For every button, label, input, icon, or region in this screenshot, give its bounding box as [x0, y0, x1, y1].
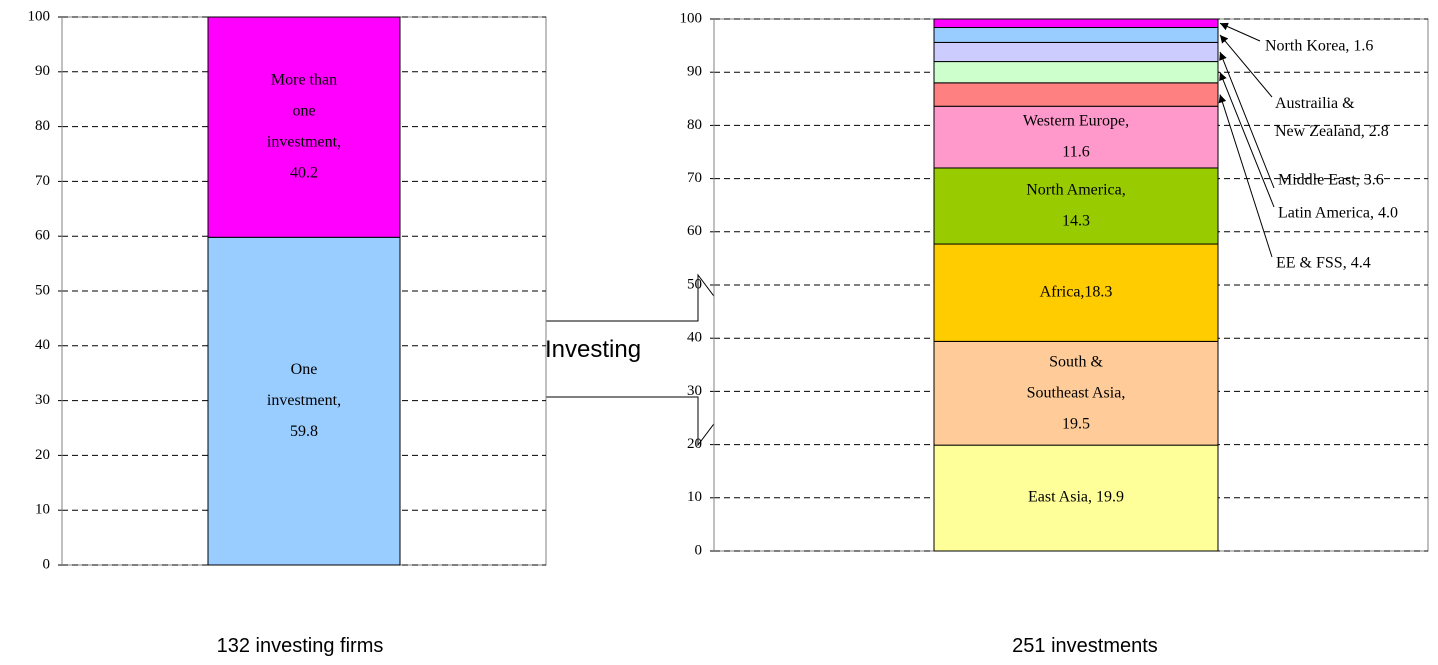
arrow-label: Investing: [545, 336, 641, 363]
data-label: One investment, 59.8: [267, 361, 341, 440]
data-label: More than one investment, 40.2: [267, 71, 341, 181]
y-tick-label: 60: [35, 228, 50, 244]
x-category-label: 251 investments: [1012, 635, 1158, 657]
data-label: Western Europe, 11.6: [1023, 112, 1129, 160]
y-tick-label: 80: [687, 117, 702, 133]
data-label: North Korea, 1.6: [1265, 38, 1373, 55]
label-arrow: [1219, 72, 1275, 208]
y-tick-label: 70: [687, 170, 702, 186]
y-tick-label: 90: [35, 63, 50, 79]
y-tick-label: 60: [687, 223, 702, 239]
y-tick-label: 20: [35, 447, 50, 463]
bar-segment: [933, 18, 1219, 29]
label-arrow: [1218, 94, 1273, 258]
y-tick-label: 0: [695, 542, 703, 558]
bar-segment: [933, 61, 1219, 84]
y-tick-label: 20: [687, 436, 702, 452]
y-tick-label: 10: [35, 502, 50, 518]
y-tick-label: 30: [35, 392, 50, 408]
label-arrow: [1219, 34, 1273, 98]
data-label: EE & FSS, 4.4: [1276, 255, 1371, 272]
data-label: North America, 14.3: [1026, 181, 1126, 229]
bar-segment: [207, 236, 401, 566]
y-tick-label: 40: [35, 337, 50, 353]
data-label: South & Southeast Asia, 19.5: [1027, 353, 1126, 432]
y-tick-label: 30: [687, 383, 702, 399]
data-label: Middle East, 3.6: [1278, 172, 1384, 189]
bar-segment: [933, 82, 1219, 107]
bar-segment: [933, 444, 1219, 552]
y-tick-label: 100: [28, 8, 51, 24]
bar-segment: [933, 340, 1219, 446]
data-label: East Asia, 19.9: [1028, 489, 1124, 506]
y-tick-label: 50: [687, 276, 702, 292]
label-arrow: [1219, 51, 1275, 189]
y-tick-label: 70: [35, 173, 50, 189]
data-label: Africa,18.3: [1040, 283, 1113, 300]
bar-segment: [207, 16, 401, 238]
y-tick-label: 90: [687, 64, 702, 80]
y-tick-label: 100: [680, 10, 703, 26]
bar-segment: [933, 243, 1219, 342]
bar-segment: [933, 27, 1219, 43]
label-arrow: [1219, 22, 1261, 42]
y-tick-label: 10: [687, 489, 702, 505]
data-label: Latin America, 4.0: [1278, 205, 1398, 222]
y-tick-label: 80: [35, 118, 50, 134]
x-category-label: 132 investing firms: [217, 635, 384, 657]
data-label: Austrailia & New Zealand, 2.8: [1275, 95, 1389, 140]
bar-segment: [933, 167, 1219, 245]
y-tick-label: 50: [35, 282, 50, 298]
bar-segment: [933, 41, 1219, 63]
y-tick-label: 40: [687, 330, 702, 346]
bar-segment: [933, 105, 1219, 169]
y-tick-label: 0: [43, 556, 51, 572]
